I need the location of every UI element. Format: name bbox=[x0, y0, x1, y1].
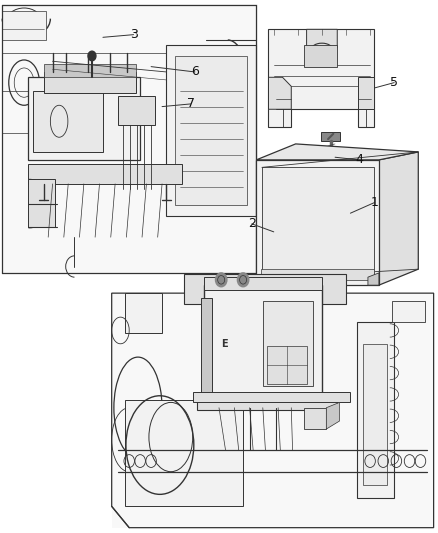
Text: 4: 4 bbox=[355, 154, 363, 166]
Bar bbox=[166, 45, 256, 216]
Bar bbox=[204, 285, 322, 397]
Bar bbox=[50, 128, 94, 133]
Bar bbox=[125, 400, 243, 506]
Polygon shape bbox=[268, 29, 374, 127]
Polygon shape bbox=[307, 29, 337, 53]
Bar bbox=[184, 274, 346, 304]
Polygon shape bbox=[358, 77, 374, 109]
Bar bbox=[261, 269, 374, 280]
Text: 5: 5 bbox=[390, 76, 398, 89]
Bar bbox=[201, 298, 212, 397]
Bar bbox=[28, 179, 55, 227]
Polygon shape bbox=[256, 144, 418, 160]
Polygon shape bbox=[112, 293, 434, 528]
Text: 7: 7 bbox=[187, 98, 194, 110]
Polygon shape bbox=[268, 77, 291, 109]
Bar bbox=[118, 96, 155, 125]
Bar bbox=[267, 346, 307, 384]
Text: 3: 3 bbox=[130, 28, 138, 41]
Bar bbox=[304, 45, 337, 67]
Bar bbox=[263, 301, 313, 386]
Bar bbox=[28, 77, 140, 160]
Text: E: E bbox=[221, 339, 228, 349]
Bar bbox=[33, 91, 103, 152]
Bar bbox=[175, 56, 247, 205]
Bar bbox=[50, 111, 94, 116]
Bar bbox=[363, 344, 387, 485]
Polygon shape bbox=[379, 152, 418, 285]
Text: 2: 2 bbox=[248, 217, 256, 230]
Bar bbox=[357, 322, 394, 498]
Circle shape bbox=[237, 273, 249, 287]
Bar bbox=[46, 99, 99, 141]
Bar bbox=[193, 392, 350, 402]
Bar bbox=[256, 160, 379, 285]
Bar bbox=[50, 119, 94, 125]
Bar bbox=[44, 64, 136, 77]
Circle shape bbox=[88, 51, 96, 61]
Text: 1: 1 bbox=[371, 196, 378, 209]
Polygon shape bbox=[304, 408, 326, 429]
Bar bbox=[50, 102, 94, 108]
Bar bbox=[262, 167, 374, 278]
Circle shape bbox=[215, 273, 227, 287]
Bar bbox=[392, 301, 425, 322]
Bar bbox=[28, 164, 182, 184]
Bar bbox=[112, 293, 434, 528]
Bar bbox=[44, 72, 136, 93]
Bar bbox=[321, 132, 340, 141]
Bar bbox=[197, 394, 337, 410]
Text: 6: 6 bbox=[191, 66, 199, 78]
Bar bbox=[125, 293, 162, 333]
Bar bbox=[2, 11, 46, 40]
Polygon shape bbox=[326, 402, 339, 429]
Bar bbox=[204, 277, 322, 290]
Bar bbox=[2, 4, 258, 273]
Polygon shape bbox=[368, 273, 379, 285]
